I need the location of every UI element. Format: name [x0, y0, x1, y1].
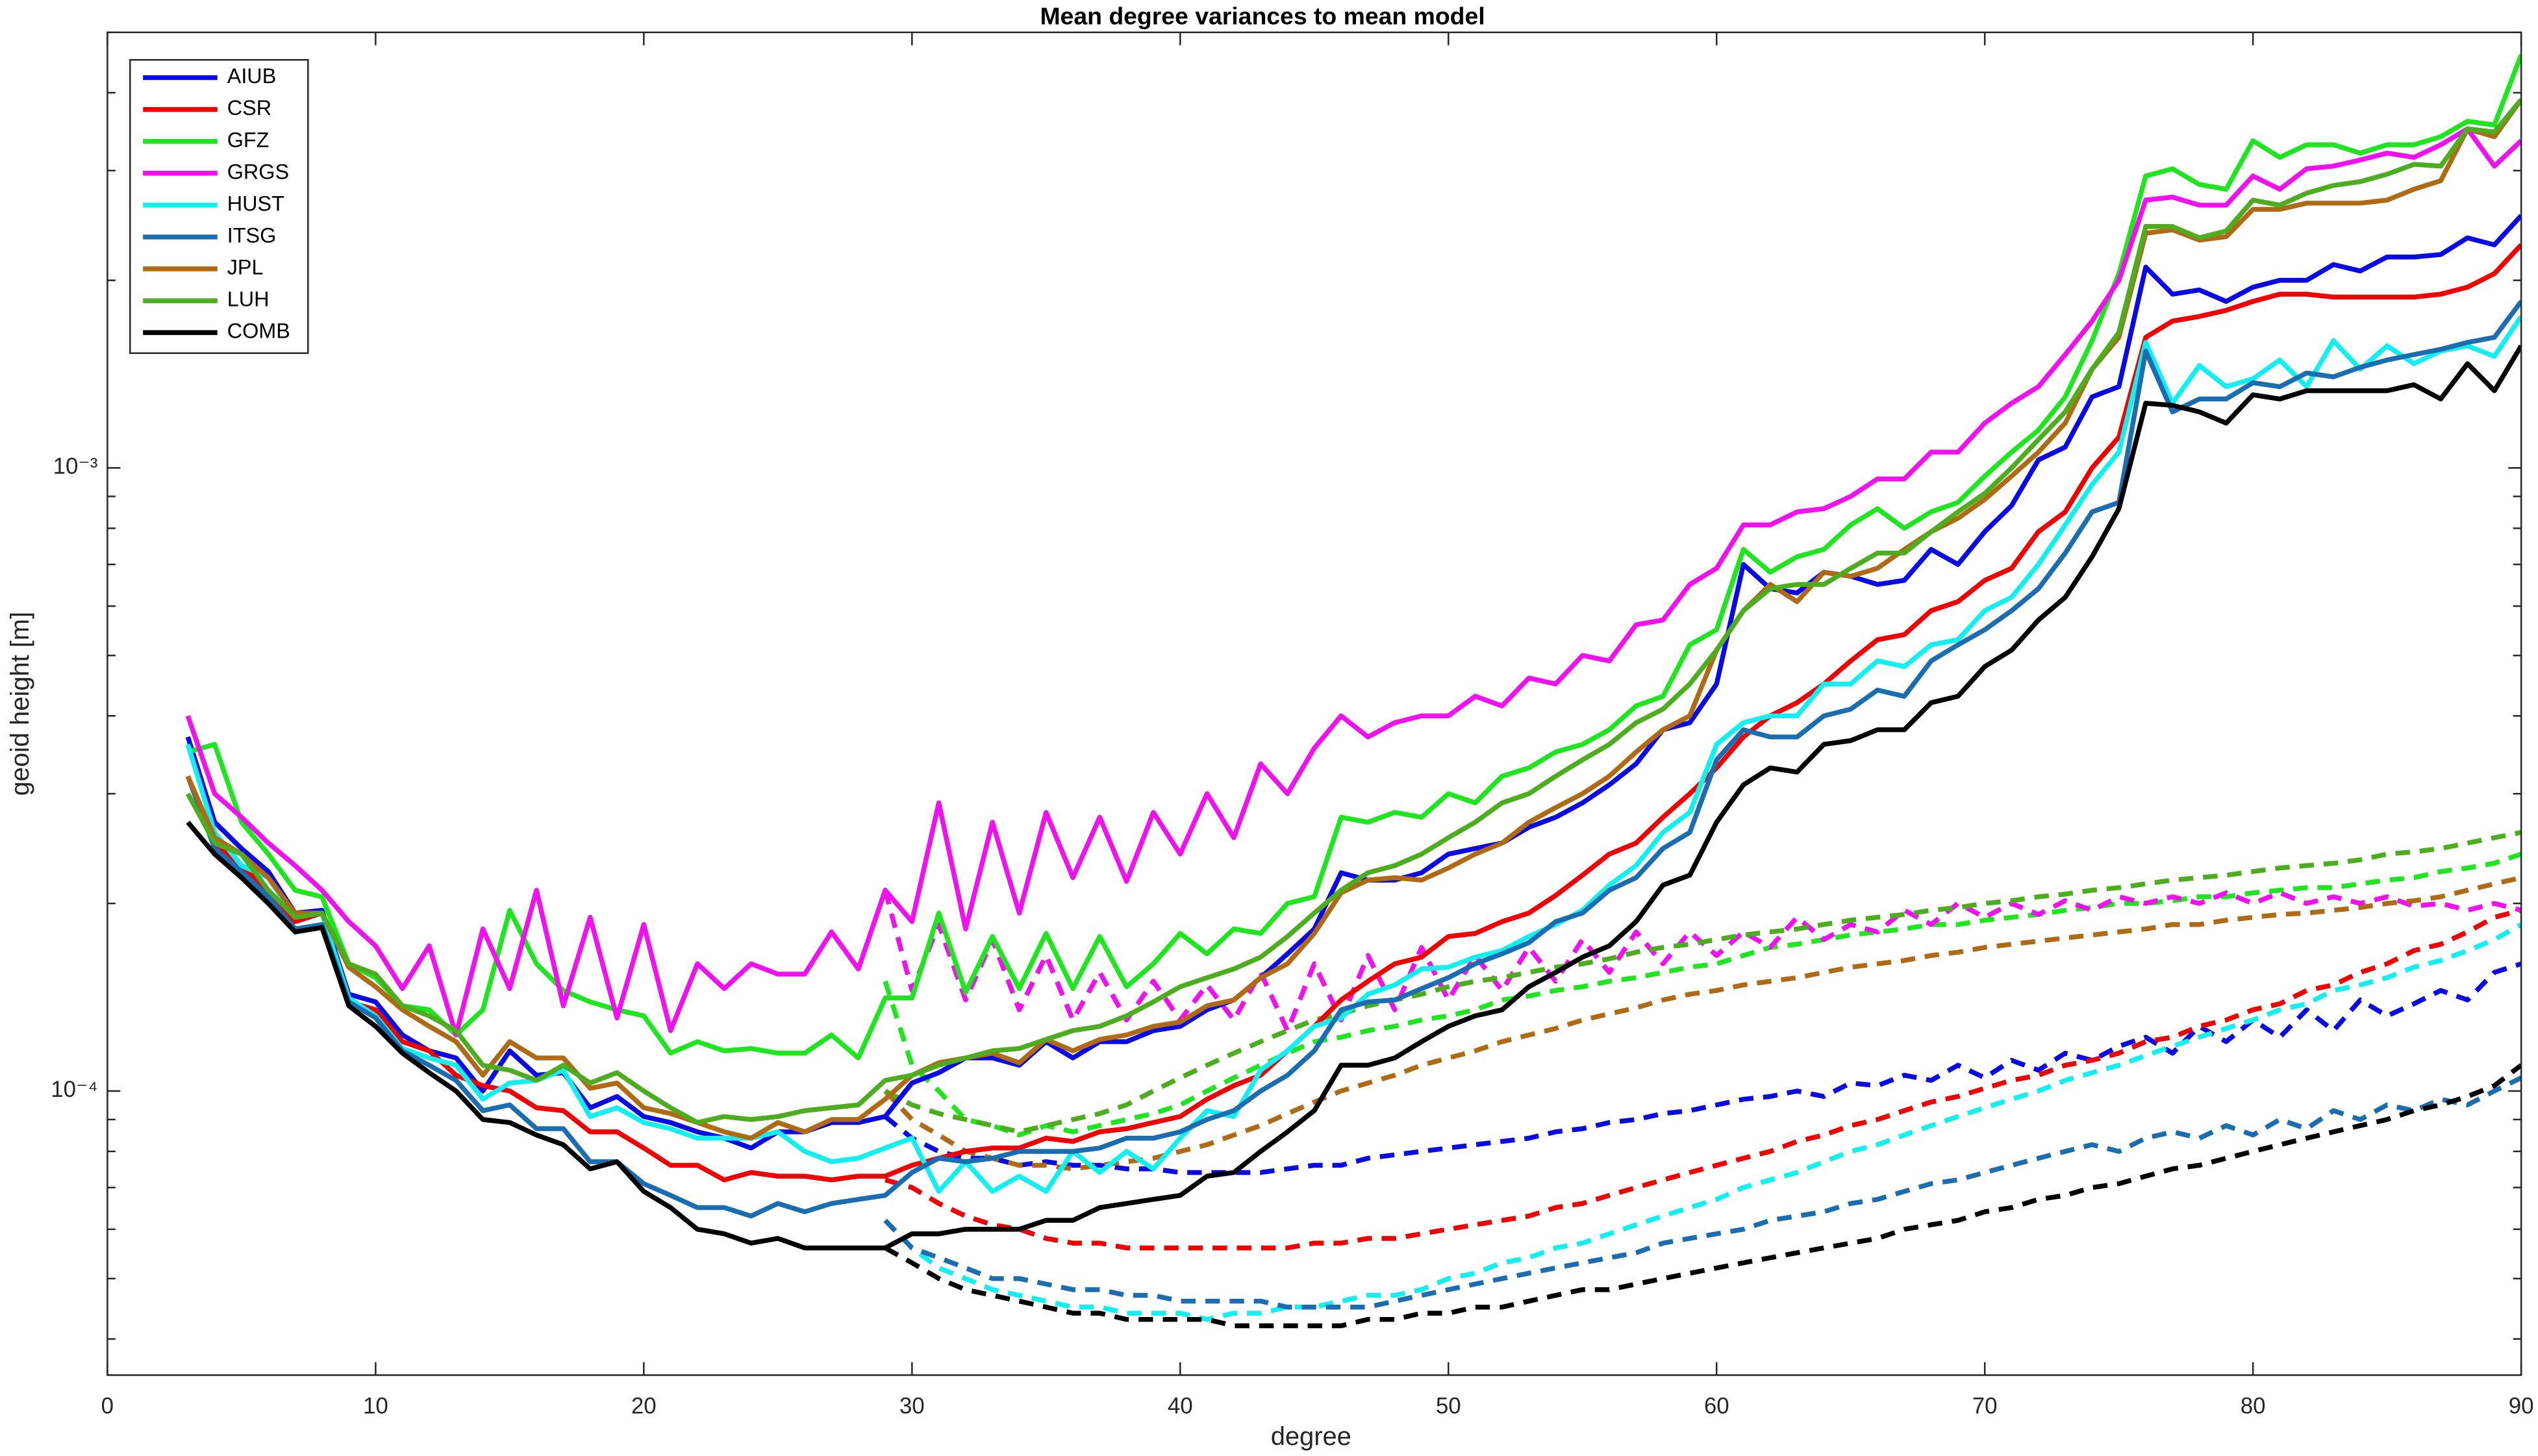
plot-lines: [185, 54, 2522, 1329]
plot-frame: [107, 31, 2522, 1376]
y-tick-label: 10⁻³: [53, 454, 98, 479]
x-tick-label: 40: [1168, 1393, 1193, 1418]
chart-title: Mean degree variances to mean model: [1040, 2, 1485, 29]
y-tick-label: 10⁻⁴: [51, 1077, 97, 1102]
legend-label: AIUB: [227, 64, 277, 88]
x-tick-label: 50: [1436, 1393, 1461, 1418]
x-tick-label: 90: [2509, 1393, 2534, 1418]
dashed-line: [883, 875, 2522, 1172]
line: [185, 97, 2522, 1125]
legend-label: COMB: [227, 320, 290, 343]
dashed-line: [883, 1075, 2522, 1310]
x-tick-label: 10: [363, 1393, 388, 1418]
x-tick-label: 0: [101, 1393, 114, 1418]
y-axis-label: geoid height [m]: [6, 612, 34, 796]
x-tick-label: 20: [631, 1393, 657, 1418]
x-axis-label: degree: [1271, 1422, 1351, 1451]
line: [185, 299, 2522, 1219]
legend-label: GFZ: [227, 128, 270, 151]
line: [186, 344, 2522, 1251]
legend-label: JPL: [227, 256, 264, 279]
dashed-line: [883, 851, 2522, 1138]
x-tick-label: 30: [899, 1393, 925, 1418]
x-tick-label: 80: [2241, 1393, 2266, 1418]
legend-label: LUH: [227, 288, 270, 311]
dashed-line: [884, 1063, 2522, 1329]
legend-label: CSR: [227, 96, 271, 119]
dashed-line: [884, 830, 2522, 1135]
line: [185, 126, 2522, 1038]
dashed-line: [883, 922, 2522, 1322]
x-tick-label: 70: [1972, 1393, 1998, 1418]
x-tick-label: 60: [1704, 1393, 1729, 1418]
line: [187, 54, 2522, 1061]
legend-label: HUST: [227, 192, 284, 215]
legend-label: ITSG: [227, 223, 277, 247]
dashed-line: [884, 908, 2522, 1251]
legend-label: GRGS: [227, 160, 289, 183]
